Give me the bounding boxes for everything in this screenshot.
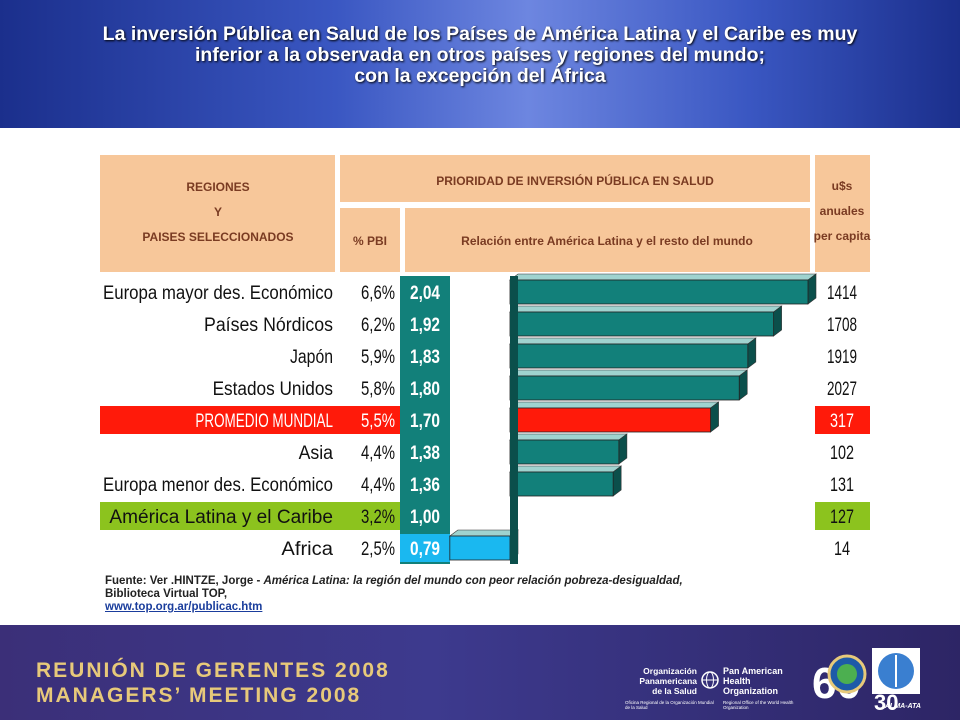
meeting-es: REUNIÓN DE GERENTES 2008 <box>36 659 390 682</box>
title-line-3: con la excepción del África <box>354 65 606 87</box>
usd-value: 127 <box>830 507 854 528</box>
pbi-value: 6,6% <box>361 283 395 304</box>
footer-band <box>0 625 960 720</box>
region-label: Estados Unidos <box>213 379 333 400</box>
globe-icon <box>701 671 719 689</box>
bar <box>509 375 740 401</box>
pbi-value: 6,2% <box>361 315 395 336</box>
title-line-1: La inversión Pública en Salud de los Paí… <box>102 23 858 45</box>
header-regions-text: PAISES SELECCIONADOS <box>142 230 293 244</box>
alma-ata-label: ALMA-ATA <box>885 703 921 710</box>
usd-value: 1919 <box>827 347 857 368</box>
pbi-value: 4,4% <box>361 475 395 496</box>
header-usd-text: per capita <box>814 229 871 243</box>
header-band <box>0 0 960 128</box>
region-label: Europa menor des. Económico <box>103 475 333 496</box>
header-priority-cell <box>340 155 810 202</box>
ratio-value: 0,79 <box>410 539 440 560</box>
source-citation: Fuente: Ver .HINTZE, Jorge - América Lat… <box>105 575 683 614</box>
region-label: Asia <box>299 443 334 464</box>
highlight-row-bg <box>100 406 400 434</box>
bar-top-face <box>509 337 757 345</box>
region-label: PROMEDIO MUNDIAL <box>195 411 333 432</box>
header-usd-text: anuales <box>820 204 865 218</box>
header-pbi-text: % PBI <box>353 234 387 248</box>
usd-value: 1414 <box>827 283 857 304</box>
bar-top-face <box>509 305 783 313</box>
usd-value: 14 <box>834 539 850 560</box>
highlight-ratio-bg <box>400 534 450 562</box>
bar <box>509 343 749 369</box>
usd-value: 131 <box>830 475 854 496</box>
source-label: Fuente: Ver .HINTZE, Jorge - <box>105 575 264 587</box>
region-label: Europa mayor des. Económico <box>103 283 333 304</box>
ratio-value: 1,36 <box>410 475 440 496</box>
ratio-value: 1,38 <box>410 443 440 464</box>
org-sub-es: Oficina Regional de la Organización Mund… <box>625 700 714 710</box>
ratio-value: 1,92 <box>410 315 440 336</box>
source-publisher: Biblioteca Virtual TOP, <box>105 588 228 600</box>
header-regions-text: REGIONES <box>186 180 249 194</box>
bar-top-face <box>509 273 817 281</box>
header-relation-cell <box>405 208 810 272</box>
svg-text:30: 30 <box>874 690 898 715</box>
usd-value: 1708 <box>827 315 857 336</box>
org-sub-en: Regional Office of the World Health Orga… <box>723 700 794 710</box>
usd-value: 317 <box>830 411 854 432</box>
bar-top-face <box>509 369 749 377</box>
pbi-value: 5,9% <box>361 347 395 368</box>
ratio-value: 1,83 <box>410 347 440 368</box>
bar <box>509 471 614 497</box>
header-regions-cell <box>100 155 335 272</box>
region-label: América Latina y el Caribe <box>109 507 333 528</box>
bar <box>509 279 809 305</box>
usd-value: 102 <box>830 443 854 464</box>
highlight-row-bg <box>100 502 400 530</box>
header-usd-cell <box>815 155 870 272</box>
org-name-en: Pan American Health Organization <box>723 666 783 696</box>
header-relation-text: Relación entre América Latina y el resto… <box>461 234 753 248</box>
bar-top-face <box>448 529 519 537</box>
meeting-en: MANAGERS’ MEETING 2008 <box>36 684 362 707</box>
ratio-column-bg <box>400 276 450 564</box>
pbi-value: 2,5% <box>361 539 395 560</box>
investment-chart: REGIONES Y PAISES SELECCIONADOS PRIORIDAD D… <box>100 155 871 564</box>
source-work: América Latina: la región del mundo con … <box>263 575 683 587</box>
anniversary-logo: 60 30 <box>812 648 920 715</box>
ratio-value: 2,04 <box>410 283 440 304</box>
region-label: Africa <box>281 539 333 560</box>
header-usd-text: u$s <box>832 179 853 193</box>
region-label: Países Nórdicos <box>204 315 333 336</box>
ratio-value: 1,00 <box>410 507 440 528</box>
pbi-value: 4,4% <box>361 443 395 464</box>
header-regions-text: Y <box>214 205 222 219</box>
baseline-axis <box>510 276 518 564</box>
pbi-value: 5,8% <box>361 379 395 400</box>
source-link[interactable]: www.top.org.ar/publicac.htm <box>105 601 263 613</box>
pbi-value: 3,2% <box>361 507 395 528</box>
bar-top-face <box>509 465 623 473</box>
highlight-usd-bg <box>815 406 870 434</box>
bar <box>509 311 775 337</box>
bar <box>449 535 511 561</box>
region-label: Japón <box>290 347 333 368</box>
meeting-title: REUNIÓN DE GERENTES 2008 MANAGERS’ MEETI… <box>36 658 390 708</box>
pbi-value: 5,5% <box>361 411 395 432</box>
ratio-value: 1,70 <box>410 411 440 432</box>
header-pbi-cell <box>340 208 400 272</box>
slide-title: La inversión Pública en Salud de los Paí… <box>0 24 960 87</box>
header-priority-text: PRIORIDAD DE INVERSIÓN PÚBLICA EN SALUD <box>436 173 714 188</box>
usd-value: 2027 <box>827 379 857 400</box>
title-line-2: inferior a la observada en otros países … <box>195 44 765 66</box>
bar <box>509 439 620 465</box>
paho-logo: Organización Panamericana de la Salud Pa… <box>625 664 800 716</box>
ratio-value: 1,80 <box>410 379 440 400</box>
bar-top-face <box>509 433 628 441</box>
org-name-es: Organización Panamericana de la Salud <box>639 666 697 696</box>
highlight-usd-bg <box>815 502 870 530</box>
bar <box>509 407 711 433</box>
bar-top-face <box>509 401 720 409</box>
